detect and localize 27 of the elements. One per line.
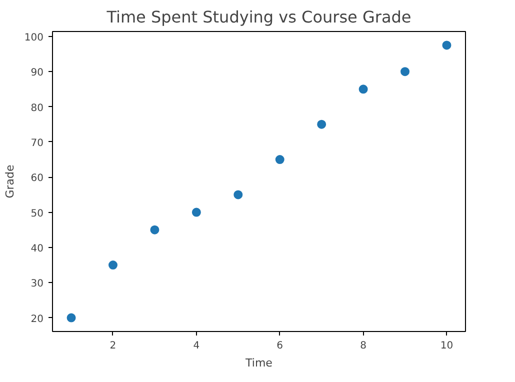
- y-tick-label: 70: [30, 138, 44, 149]
- point: [108, 260, 118, 270]
- y-tick-label: 50: [30, 208, 44, 220]
- point: [442, 40, 452, 50]
- y-tick-label: 80: [30, 102, 44, 114]
- y-tick-label: 60: [30, 173, 44, 184]
- y-tick-label: 40: [30, 243, 44, 254]
- x-axis-title: Time: [244, 356, 273, 370]
- x-tick-label: 6: [276, 340, 284, 352]
- x-tick-label: 2: [110, 340, 116, 352]
- y-tick-label: 20: [30, 314, 44, 325]
- point: [275, 155, 284, 164]
- point: [317, 120, 326, 129]
- y-axis-title: Grade: [3, 164, 16, 198]
- point: [234, 190, 243, 200]
- y-tick-label: 100: [24, 32, 44, 44]
- y-tick-label: 30: [30, 278, 44, 290]
- x-tick-label: 10: [440, 340, 454, 352]
- point: [358, 84, 368, 94]
- y-tick-label: 90: [30, 68, 44, 79]
- point: [66, 313, 76, 322]
- point: [192, 208, 201, 217]
- x-tick-label: 8: [360, 340, 366, 352]
- x-tick-label: 4: [193, 340, 200, 352]
- point: [400, 67, 410, 76]
- point: [150, 225, 160, 234]
- chart-title: Time Spent Studying vs Course Grade: [106, 8, 412, 26]
